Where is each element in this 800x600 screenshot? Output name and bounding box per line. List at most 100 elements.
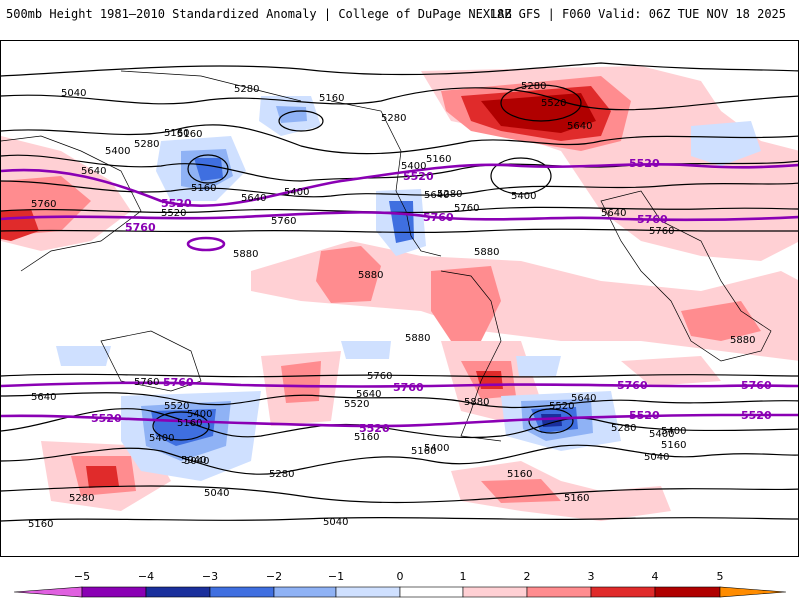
contour-label: 5520 (549, 401, 574, 412)
contour-label: 5160 (661, 440, 686, 451)
contour-label: 5040 (61, 88, 86, 99)
contour-label: 5880 (730, 335, 755, 346)
contour-label: 5280 (269, 469, 294, 480)
continent-outline (440, 270, 502, 442)
colorbar-tick-label: 3 (587, 570, 595, 583)
contour-label: 5280 (437, 189, 462, 200)
contour-label: 5160 (354, 432, 379, 443)
anomaly-blob (281, 361, 321, 403)
contour-label: 5760 (649, 226, 674, 237)
contour-label: 5160 (319, 93, 344, 104)
key-contour-labels: 5520 5520 5520 5760 5760 5760 5520 5760 … (91, 157, 772, 435)
colorbar-segment (81, 586, 147, 598)
purple-contour-label: 5520 (161, 197, 192, 210)
contour-label: 5520 (344, 399, 369, 410)
colorbar-segment (654, 586, 721, 598)
purple-contour-label: 5520 (403, 170, 434, 183)
contour-label: 5640 (356, 389, 381, 400)
contour-label: 5040 (644, 452, 669, 463)
colorbar-tick-label: −5 (73, 570, 91, 583)
anomaly-blob (621, 356, 721, 386)
contour-label: 5400 (105, 146, 130, 157)
colorbar-tick-label: 5 (716, 570, 724, 583)
anomaly-map: 5040 5280 5160 5160 5400 5280 5640 5760 … (0, 40, 799, 557)
purple-contour-label: 5520 (741, 409, 772, 422)
purple-contour-label: 5520 (359, 422, 390, 435)
contour-label: 5040 (181, 455, 206, 466)
colorbar-tick-label: 2 (523, 570, 531, 583)
continent-outline (330, 100, 442, 257)
anomaly-blob (516, 356, 561, 376)
contour-label: 5520 (164, 401, 189, 412)
colorbar-bar (13, 586, 787, 598)
contour-line (1, 180, 798, 198)
colorbar-segment (399, 586, 464, 598)
purple-contour-label: 5760 (423, 211, 454, 224)
contour-label: 5040 (323, 517, 348, 528)
colorbar-tick-label: −4 (137, 570, 155, 583)
anomaly-blob (431, 266, 501, 341)
purple-contour-label: 5760 (637, 213, 668, 226)
contour-label: 5640 (567, 121, 592, 132)
purple-contour-label: 5520 (629, 157, 660, 170)
closed-contour-5880 (186, 236, 226, 252)
contour-label: 5400 (649, 429, 674, 440)
colorbar-tick-label: −2 (265, 570, 283, 583)
contour-label: 5160 (426, 154, 451, 165)
anomaly-blob (86, 466, 119, 488)
colorbar-segment (145, 586, 211, 598)
contour-label: 5640 (81, 166, 106, 177)
contour-label: 5760 (134, 377, 159, 388)
anomaly-blob (251, 241, 798, 361)
contour-label: 5280 (234, 84, 259, 95)
purple-contour-label: 5760 (741, 379, 772, 392)
contour-label: 5760 (454, 203, 479, 214)
contour-label: 5400 (149, 433, 174, 444)
purple-contour-label: 5760 (393, 381, 424, 394)
contour-label: 5520 (541, 98, 566, 109)
contour-label: 5880 (474, 247, 499, 258)
purple-contour-5520-north (1, 163, 798, 207)
model-run-info: 18Z GFS | F060 Valid: 06Z TUE NOV 18 202… (489, 7, 786, 21)
colorbar-tick-label: 4 (651, 570, 659, 583)
closed-contour (528, 408, 574, 434)
anomaly-blob (481, 479, 561, 503)
colorbar-segment (273, 586, 337, 598)
colorbar-segment (590, 586, 656, 598)
contour-label: 5640 (571, 393, 596, 404)
colorbar-min-arrow (13, 586, 83, 598)
contour-label: 5880 (233, 249, 258, 260)
contour-label: 5880 (464, 397, 489, 408)
contour-label: 5400 (424, 443, 449, 454)
purple-contour-label: 5520 (91, 412, 122, 425)
colorbar-segment (526, 586, 592, 598)
contour-label: 5040 (184, 456, 209, 467)
contour-label: 5400 (401, 161, 426, 172)
continent-outline (600, 190, 772, 362)
map-title: 500mb Height 1981–2010 Standardized Anom… (6, 7, 512, 21)
contour-label: 5160 (191, 183, 216, 194)
colorbar-tick-label: 0 (396, 570, 404, 583)
contour-line (1, 444, 798, 475)
contour-label: 5880 (358, 270, 383, 281)
colorbar-tick-label: 1 (459, 570, 467, 583)
contour-label: 5760 (31, 199, 56, 210)
anomaly-blob (341, 341, 391, 359)
colorbar-segment (209, 586, 275, 598)
contour-label: 5160 (411, 446, 436, 457)
positive-anomaly-shading (1, 66, 798, 521)
contour-label: 5160 (177, 129, 202, 140)
continent-outline (120, 70, 302, 102)
contour-line (1, 87, 798, 111)
contour-label: 5280 (611, 423, 636, 434)
purple-contour-5520-south (1, 413, 798, 428)
contour-label: 5280 (521, 81, 546, 92)
contour-label: 5880 (405, 333, 430, 344)
colorbar-max-arrow (719, 586, 787, 598)
contour-label: 5400 (511, 191, 536, 202)
contour-label: 5640 (241, 193, 266, 204)
purple-contour-5760-south (1, 381, 798, 388)
contour-label: 5160 (177, 418, 202, 429)
colorbar-segment (335, 586, 401, 598)
contour-line (1, 485, 798, 504)
